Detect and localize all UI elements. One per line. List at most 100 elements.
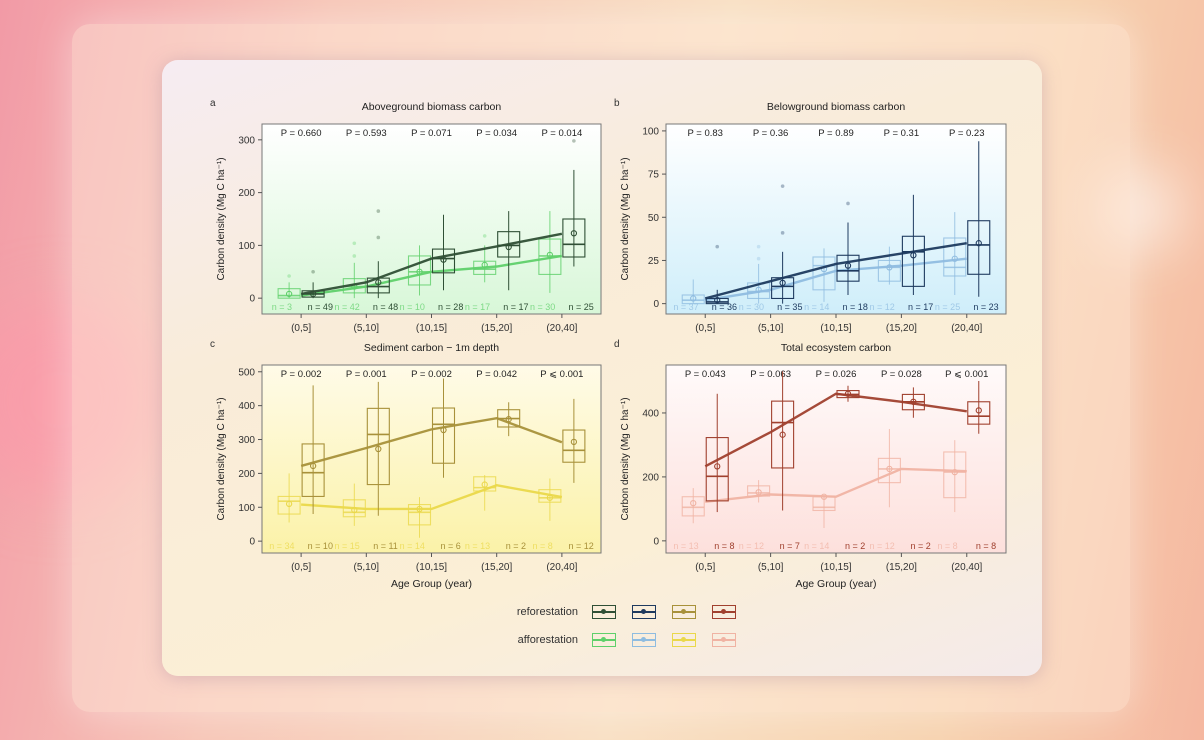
panel-title: Aboveground biomass carbon: [362, 101, 502, 113]
outlier-point: [482, 234, 487, 238]
x-tick-label: (0,5]: [695, 562, 715, 573]
x-tick-label: (20,40]: [951, 562, 982, 573]
plot-area-d: [665, 364, 1007, 554]
box-mean-point: [886, 465, 893, 473]
box-mean-point: [779, 431, 786, 438]
x-tick-label: (15,20]: [886, 323, 917, 334]
outlier-point: [311, 269, 315, 274]
x-tick-label: (15,20]: [886, 562, 917, 573]
p-value-label: P ⩽ 0.001: [540, 369, 583, 380]
box-afforestation: [943, 451, 967, 499]
p-value-label: P = 0.31: [884, 128, 919, 139]
box-reforestation: [497, 231, 521, 258]
n-label-reforestation: n = 35: [777, 302, 802, 312]
n-label-reforestation: n = 2: [845, 541, 865, 551]
legend-swatch-reforestation-d: [712, 605, 736, 619]
x-axis-label: Age Group (year): [391, 578, 472, 590]
legend-swatch-afforestation-d: [712, 633, 736, 647]
box-afforestation: [943, 237, 967, 277]
p-value-label: P = 0.593: [346, 128, 387, 139]
p-value-label: P = 0.034: [476, 128, 517, 139]
legend-swatch-reforestation-a: [592, 605, 616, 619]
trend-line-reforestation: [704, 392, 967, 468]
p-value-label: P = 0.014: [542, 128, 583, 139]
trend-line-reforestation: [300, 232, 563, 296]
y-tick-label: 75: [648, 170, 660, 181]
x-tick-label: (15,20]: [481, 323, 512, 334]
y-tick-label: 500: [238, 367, 255, 378]
box-mean-point: [779, 279, 786, 287]
panel-letter: c: [210, 339, 215, 350]
box-afforestation: [277, 495, 301, 515]
n-label-reforestation: n = 11: [373, 541, 398, 551]
box-afforestation: [407, 255, 432, 286]
y-tick-label: 300: [238, 135, 255, 146]
box-mean-point: [570, 438, 578, 446]
box-reforestation: [301, 443, 325, 497]
x-tick-label: (5,10]: [354, 323, 380, 334]
box-mean-point: [714, 297, 721, 304]
y-tick-label: 50: [648, 213, 660, 224]
y-tick-label: 100: [642, 126, 659, 137]
legend-swatch-afforestation-c: [672, 633, 696, 647]
box-mean-point: [714, 463, 721, 470]
x-tick-label: (10,15]: [820, 323, 851, 334]
p-value-label: P = 0.83: [687, 128, 722, 139]
n-label-reforestation: n = 7: [780, 541, 800, 551]
y-tick-label: 200: [642, 472, 659, 483]
box-reforestation: [431, 248, 456, 274]
box-reforestation: [771, 400, 795, 469]
n-label-afforestation: n = 3: [272, 302, 292, 312]
box-mean-point: [481, 481, 488, 488]
plot-area-a: [261, 123, 602, 315]
outlier-point: [756, 256, 761, 261]
y-tick-label: 400: [238, 401, 255, 412]
panel-title: Sediment carbon − 1m depth: [364, 342, 499, 354]
panel-letter: d: [614, 339, 620, 350]
y-tick-label: 0: [653, 299, 659, 310]
legend: reforestation afforestation: [500, 598, 744, 654]
n-label-reforestation: n = 48: [373, 302, 398, 312]
y-tick-label: 0: [249, 294, 255, 305]
x-tick-label: (20,40]: [546, 323, 577, 334]
box-mean-point: [951, 468, 958, 476]
n-label-afforestation: n = 42: [334, 302, 359, 312]
n-label-reforestation: n = 25: [568, 302, 593, 312]
box-reforestation: [901, 235, 925, 287]
n-label-reforestation: n = 8: [976, 541, 996, 551]
y-tick-label: 0: [653, 536, 659, 547]
x-tick-label: (10,15]: [416, 323, 447, 334]
n-label-afforestation: n = 8: [937, 541, 957, 551]
x-tick-label: (0,5]: [291, 562, 311, 573]
n-label-reforestation: n = 2: [910, 541, 930, 551]
n-label-afforestation: n = 14: [804, 541, 829, 551]
trend-line-afforestation: [301, 484, 563, 511]
box-afforestation: [681, 496, 705, 517]
box-mean-point: [975, 407, 982, 414]
legend-row-reforestation: reforestation: [500, 598, 744, 626]
outlier-point: [780, 184, 785, 188]
box-mean-point: [975, 240, 982, 247]
y-axis-label: Carbon density (Mg C ha⁻¹): [216, 157, 227, 280]
x-tick-label: (0,5]: [291, 323, 311, 334]
p-value-label: P = 0.043: [685, 369, 726, 380]
n-label-afforestation: n = 30: [530, 302, 555, 312]
trend-line-reforestation: [300, 416, 563, 468]
box-afforestation: [407, 504, 432, 526]
panel-title: Belowground biomass carbon: [767, 101, 905, 113]
y-tick-label: 100: [238, 503, 255, 514]
trend-line-reforestation: [704, 241, 967, 300]
p-value-label: P = 0.36: [753, 128, 788, 139]
box-reforestation: [705, 437, 729, 502]
outlier-point: [352, 241, 357, 246]
outlier-point: [715, 244, 720, 249]
n-label-afforestation: n = 13: [673, 541, 698, 551]
box-reforestation: [431, 407, 456, 464]
panel-letter: b: [614, 98, 620, 109]
n-label-reforestation: n = 18: [843, 302, 868, 312]
box-afforestation: [812, 256, 836, 291]
legend-label-afforestation: afforestation: [517, 634, 578, 646]
n-label-reforestation: n = 12: [568, 541, 593, 551]
box-mean-point: [570, 230, 578, 237]
